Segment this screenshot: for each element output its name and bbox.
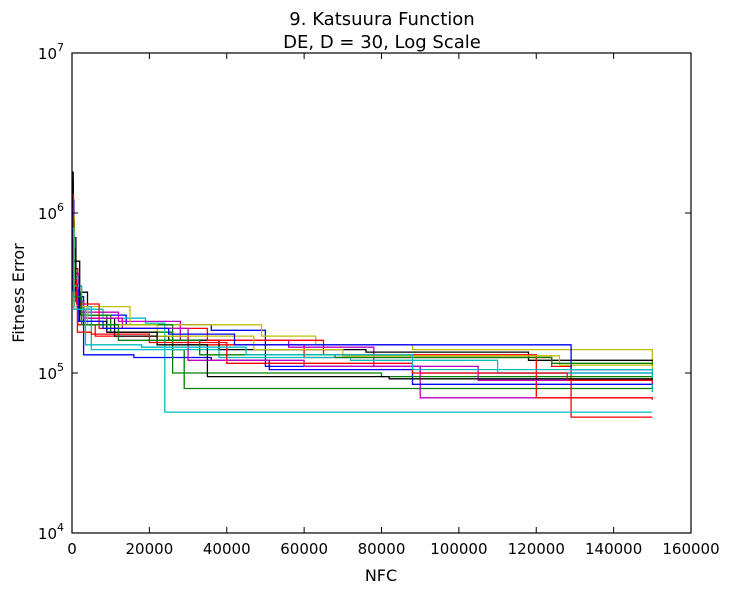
x-tick-label: 160000 — [662, 540, 719, 558]
y-axis-label: Fitness Error — [9, 243, 28, 343]
y-tick-label: 106 — [38, 201, 64, 223]
plot-frame — [71, 52, 692, 534]
x-tick-label: 20000 — [126, 540, 174, 558]
series-line-14 — [72, 179, 653, 381]
x-tick-label: 140000 — [585, 540, 642, 558]
series-group — [72, 171, 653, 418]
x-tick-label: 120000 — [508, 540, 565, 558]
series-line-6 — [72, 212, 653, 370]
chart-title: 9. Katsuura Function — [289, 9, 474, 30]
y-tick-label: 105 — [38, 361, 64, 383]
series-line-17 — [72, 194, 653, 382]
series-line-13 — [72, 215, 653, 367]
series-line-3 — [72, 188, 653, 418]
x-tick-label: 60000 — [280, 540, 328, 558]
series-line-2 — [72, 194, 653, 390]
x-axis: 0 20000 40000 60000 80000 100000 120000 140000 1… — [67, 53, 720, 558]
chart-subtitle: DE, D = 30, Log Scale — [283, 32, 481, 53]
series-line-7 — [72, 171, 653, 362]
x-tick-label: 40000 — [203, 540, 251, 558]
y-tick-label: 104 — [38, 521, 64, 543]
series-line-16 — [72, 219, 653, 366]
series-line-1 — [72, 184, 653, 375]
series-line-10 — [72, 184, 653, 400]
x-tick-label: 0 — [67, 540, 77, 558]
y-tick-label: 107 — [38, 41, 64, 63]
y-axis: 104 105 106 107 — [38, 41, 691, 543]
series-line-11 — [72, 212, 653, 393]
x-tick-label: 100000 — [430, 540, 487, 558]
x-axis-label: NFC — [365, 566, 397, 585]
x-tick-label: 80000 — [358, 540, 406, 558]
series-line-18 — [72, 227, 653, 376]
series-line-9 — [72, 212, 653, 379]
series-line-15 — [72, 205, 653, 371]
